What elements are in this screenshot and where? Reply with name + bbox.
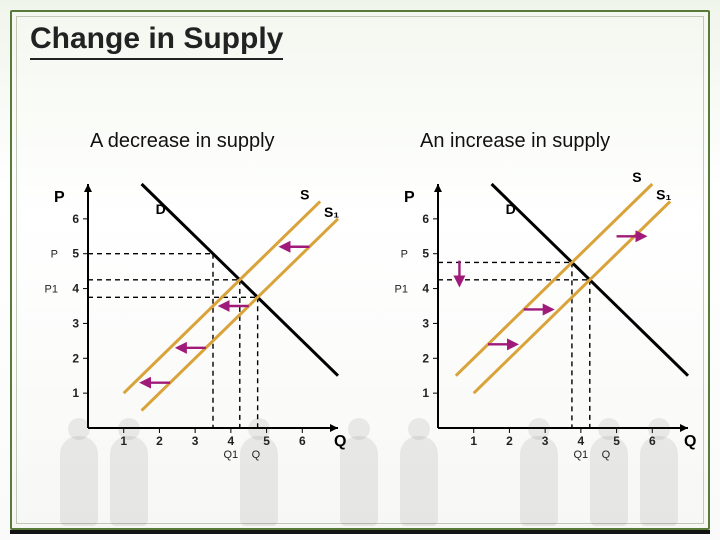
bottom-bar xyxy=(10,530,710,534)
svg-text:Q1: Q1 xyxy=(574,449,589,461)
silhouette-decoration xyxy=(520,436,558,526)
svg-text:P: P xyxy=(401,249,408,261)
svg-text:P1: P1 xyxy=(395,284,408,296)
svg-text:3: 3 xyxy=(422,316,429,330)
svg-text:6: 6 xyxy=(422,212,429,226)
subtitle-left: A decrease in supply xyxy=(90,130,275,153)
svg-text:5: 5 xyxy=(72,247,79,261)
svg-text:4: 4 xyxy=(422,282,429,296)
svg-text:2: 2 xyxy=(72,351,79,365)
slide-title: Change in Supply xyxy=(30,22,283,60)
svg-text:D: D xyxy=(156,201,166,217)
silhouette-decoration xyxy=(400,436,438,526)
svg-text:2: 2 xyxy=(422,351,429,365)
svg-text:P: P xyxy=(404,189,415,206)
svg-text:4: 4 xyxy=(72,282,79,296)
svg-text:Q1: Q1 xyxy=(224,449,239,461)
silhouette-decoration xyxy=(340,436,378,526)
svg-text:5: 5 xyxy=(422,247,429,261)
silhouette-decoration xyxy=(110,436,148,526)
svg-text:4: 4 xyxy=(578,434,585,448)
svg-text:1: 1 xyxy=(470,434,477,448)
svg-text:S: S xyxy=(300,186,309,202)
svg-text:6: 6 xyxy=(72,212,79,226)
silhouette-decoration xyxy=(590,436,628,526)
svg-text:P: P xyxy=(54,189,65,206)
svg-text:S: S xyxy=(632,170,641,185)
svg-text:P: P xyxy=(51,249,58,261)
svg-text:Q: Q xyxy=(684,433,696,450)
svg-text:2: 2 xyxy=(156,434,163,448)
svg-text:1: 1 xyxy=(72,386,79,400)
silhouette-decoration xyxy=(640,436,678,526)
svg-text:6: 6 xyxy=(299,434,306,448)
svg-text:3: 3 xyxy=(192,434,199,448)
svg-text:4: 4 xyxy=(228,434,235,448)
svg-text:1: 1 xyxy=(422,386,429,400)
svg-text:S₁: S₁ xyxy=(324,204,339,220)
silhouette-decoration xyxy=(60,436,98,526)
svg-text:S₁: S₁ xyxy=(656,186,671,202)
subtitle-right: An increase in supply xyxy=(420,130,610,153)
svg-text:D: D xyxy=(506,201,516,217)
silhouette-decoration xyxy=(240,436,278,526)
svg-text:P1: P1 xyxy=(45,284,58,296)
svg-text:3: 3 xyxy=(72,316,79,330)
svg-text:2: 2 xyxy=(506,434,513,448)
